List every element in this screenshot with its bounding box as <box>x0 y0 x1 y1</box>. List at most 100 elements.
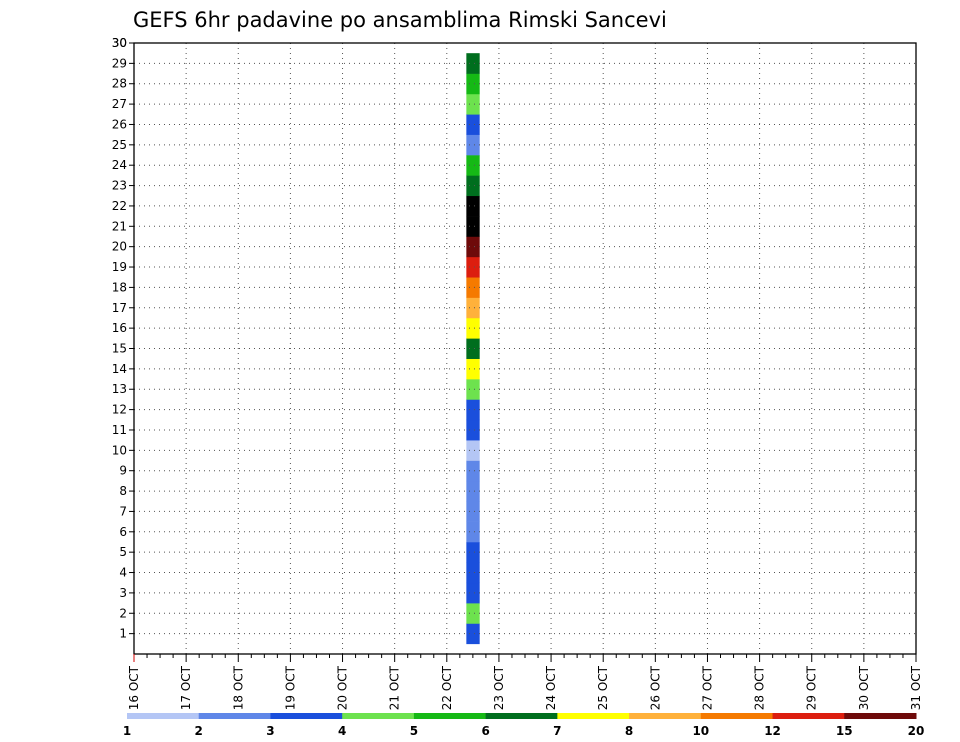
colorbar-swatch <box>772 713 845 719</box>
heatmap-cell <box>466 440 480 461</box>
heatmap-cell <box>466 73 480 95</box>
heatmap-cell <box>466 623 480 645</box>
heatmap-cell <box>466 399 480 421</box>
x-tick-label: 17 OCT <box>179 665 193 710</box>
y-tick-label: 3 <box>119 586 127 600</box>
colorbar-swatch <box>844 713 917 719</box>
x-tick-label: 24 OCT <box>544 665 558 710</box>
x-tick-label: 30 OCT <box>857 665 871 710</box>
x-tick-label: 16 OCT <box>127 665 141 710</box>
heatmap-cell <box>466 358 480 380</box>
x-tick-label: 18 OCT <box>231 665 245 710</box>
colorbar-swatch <box>127 713 200 719</box>
heatmap-cell <box>466 603 480 624</box>
gridlines <box>134 42 916 654</box>
heatmap-cell <box>466 277 480 298</box>
colorbar-swatch <box>270 713 343 719</box>
colorbar-label: 10 <box>692 724 709 738</box>
heatmap-cell <box>466 195 480 217</box>
x-axis: 16 OCT 17 OCT 18 OCT 19 OCT 20 OCT 21 OCT 22 O… <box>127 654 923 710</box>
heatmap-cell <box>466 236 480 258</box>
y-tick-label: 17 <box>112 301 127 315</box>
colorbar-label: 5 <box>410 724 418 738</box>
heatmap-cell <box>466 175 480 197</box>
y-tick-label: 13 <box>112 382 127 396</box>
heatmap-cell <box>466 582 480 604</box>
x-tick-label: 31 OCT <box>909 665 923 710</box>
y-tick-label: 22 <box>112 199 127 213</box>
colorbar-swatch <box>413 713 487 719</box>
colorbar-label: 2 <box>195 724 203 738</box>
y-tick-label: 29 <box>112 56 127 70</box>
colorbar-swatch <box>342 713 415 719</box>
heatmap-cell <box>466 93 480 115</box>
x-tick-label: 23 OCT <box>492 665 506 710</box>
heatmap-cell <box>466 297 480 319</box>
heatmap-cell <box>466 155 480 176</box>
y-tick-label: 23 <box>112 179 127 193</box>
y-tick-label: 19 <box>112 260 127 274</box>
chart-title: GEFS 6hr padavine po ansamblima Rimski S… <box>133 8 667 32</box>
x-tick-label: 19 OCT <box>283 665 297 710</box>
y-tick-label: 14 <box>112 362 127 376</box>
x-tick-label: 26 OCT <box>648 665 662 710</box>
heatmap-cell <box>466 379 480 400</box>
heatmap-cell <box>466 216 480 237</box>
y-axis: 1234567891011121314151617181920212223242… <box>112 36 134 641</box>
y-tick-label: 16 <box>112 321 127 335</box>
y-tick-label: 15 <box>112 342 127 356</box>
x-tick-label: 27 OCT <box>700 665 714 710</box>
heatmap-cell <box>466 562 480 584</box>
colorbar: 1 2 3 4 5 6 7 8 10 12 15 20 <box>123 713 924 738</box>
heatmap-cell <box>466 460 480 482</box>
heatmap-cell <box>466 338 480 359</box>
colorbar-label: 1 <box>123 724 131 738</box>
heatmap-cell <box>466 480 480 502</box>
y-tick-label: 5 <box>119 545 127 559</box>
heatmap-cell <box>466 541 480 563</box>
y-tick-label: 12 <box>112 403 127 417</box>
heatmap-cells <box>466 53 480 645</box>
y-tick-label: 2 <box>119 606 127 620</box>
colorbar-swatch <box>485 713 558 719</box>
y-tick-label: 7 <box>119 504 127 518</box>
x-tick-label: 25 OCT <box>596 665 610 710</box>
colorbar-label: 12 <box>764 724 781 738</box>
heatmap-cell <box>466 501 480 522</box>
heatmap-cell <box>466 256 480 278</box>
y-tick-label: 18 <box>112 280 127 294</box>
colorbar-label: 7 <box>553 724 561 738</box>
y-tick-label: 28 <box>112 77 127 91</box>
colorbar-label: 3 <box>266 724 274 738</box>
y-tick-label: 21 <box>112 219 127 233</box>
y-tick-label: 1 <box>119 627 127 641</box>
x-tick-label: 28 OCT <box>753 665 767 710</box>
y-tick-label: 24 <box>112 158 127 172</box>
y-tick-label: 30 <box>112 36 127 50</box>
y-tick-label: 27 <box>112 97 127 111</box>
colorbar-label: 4 <box>338 724 346 738</box>
colorbar-swatch <box>629 713 702 719</box>
x-tick-label: 20 OCT <box>336 665 350 710</box>
heatmap-cell <box>466 134 480 156</box>
colorbar-swatch <box>557 713 630 719</box>
colorbar-label: 15 <box>836 724 853 738</box>
y-tick-label: 4 <box>119 566 127 580</box>
x-tick-label: 22 OCT <box>440 665 454 710</box>
y-tick-label: 6 <box>119 525 127 539</box>
colorbar-swatch <box>198 713 271 719</box>
heatmap-cell <box>466 317 480 339</box>
y-tick-label: 30 <box>112 36 127 50</box>
heatmap-cell <box>466 53 480 74</box>
y-tick-label: 10 <box>112 443 127 457</box>
y-tick-label: 26 <box>112 117 127 131</box>
colorbar-label: 8 <box>625 724 633 738</box>
y-tick-label: 8 <box>119 484 127 498</box>
heatmap-cell <box>466 521 480 543</box>
colorbar-swatch <box>700 713 774 719</box>
y-tick-label: 9 <box>119 464 127 478</box>
x-tick-label: 21 OCT <box>388 665 402 710</box>
y-tick-label: 20 <box>112 240 127 254</box>
y-tick-label: 25 <box>112 138 127 152</box>
